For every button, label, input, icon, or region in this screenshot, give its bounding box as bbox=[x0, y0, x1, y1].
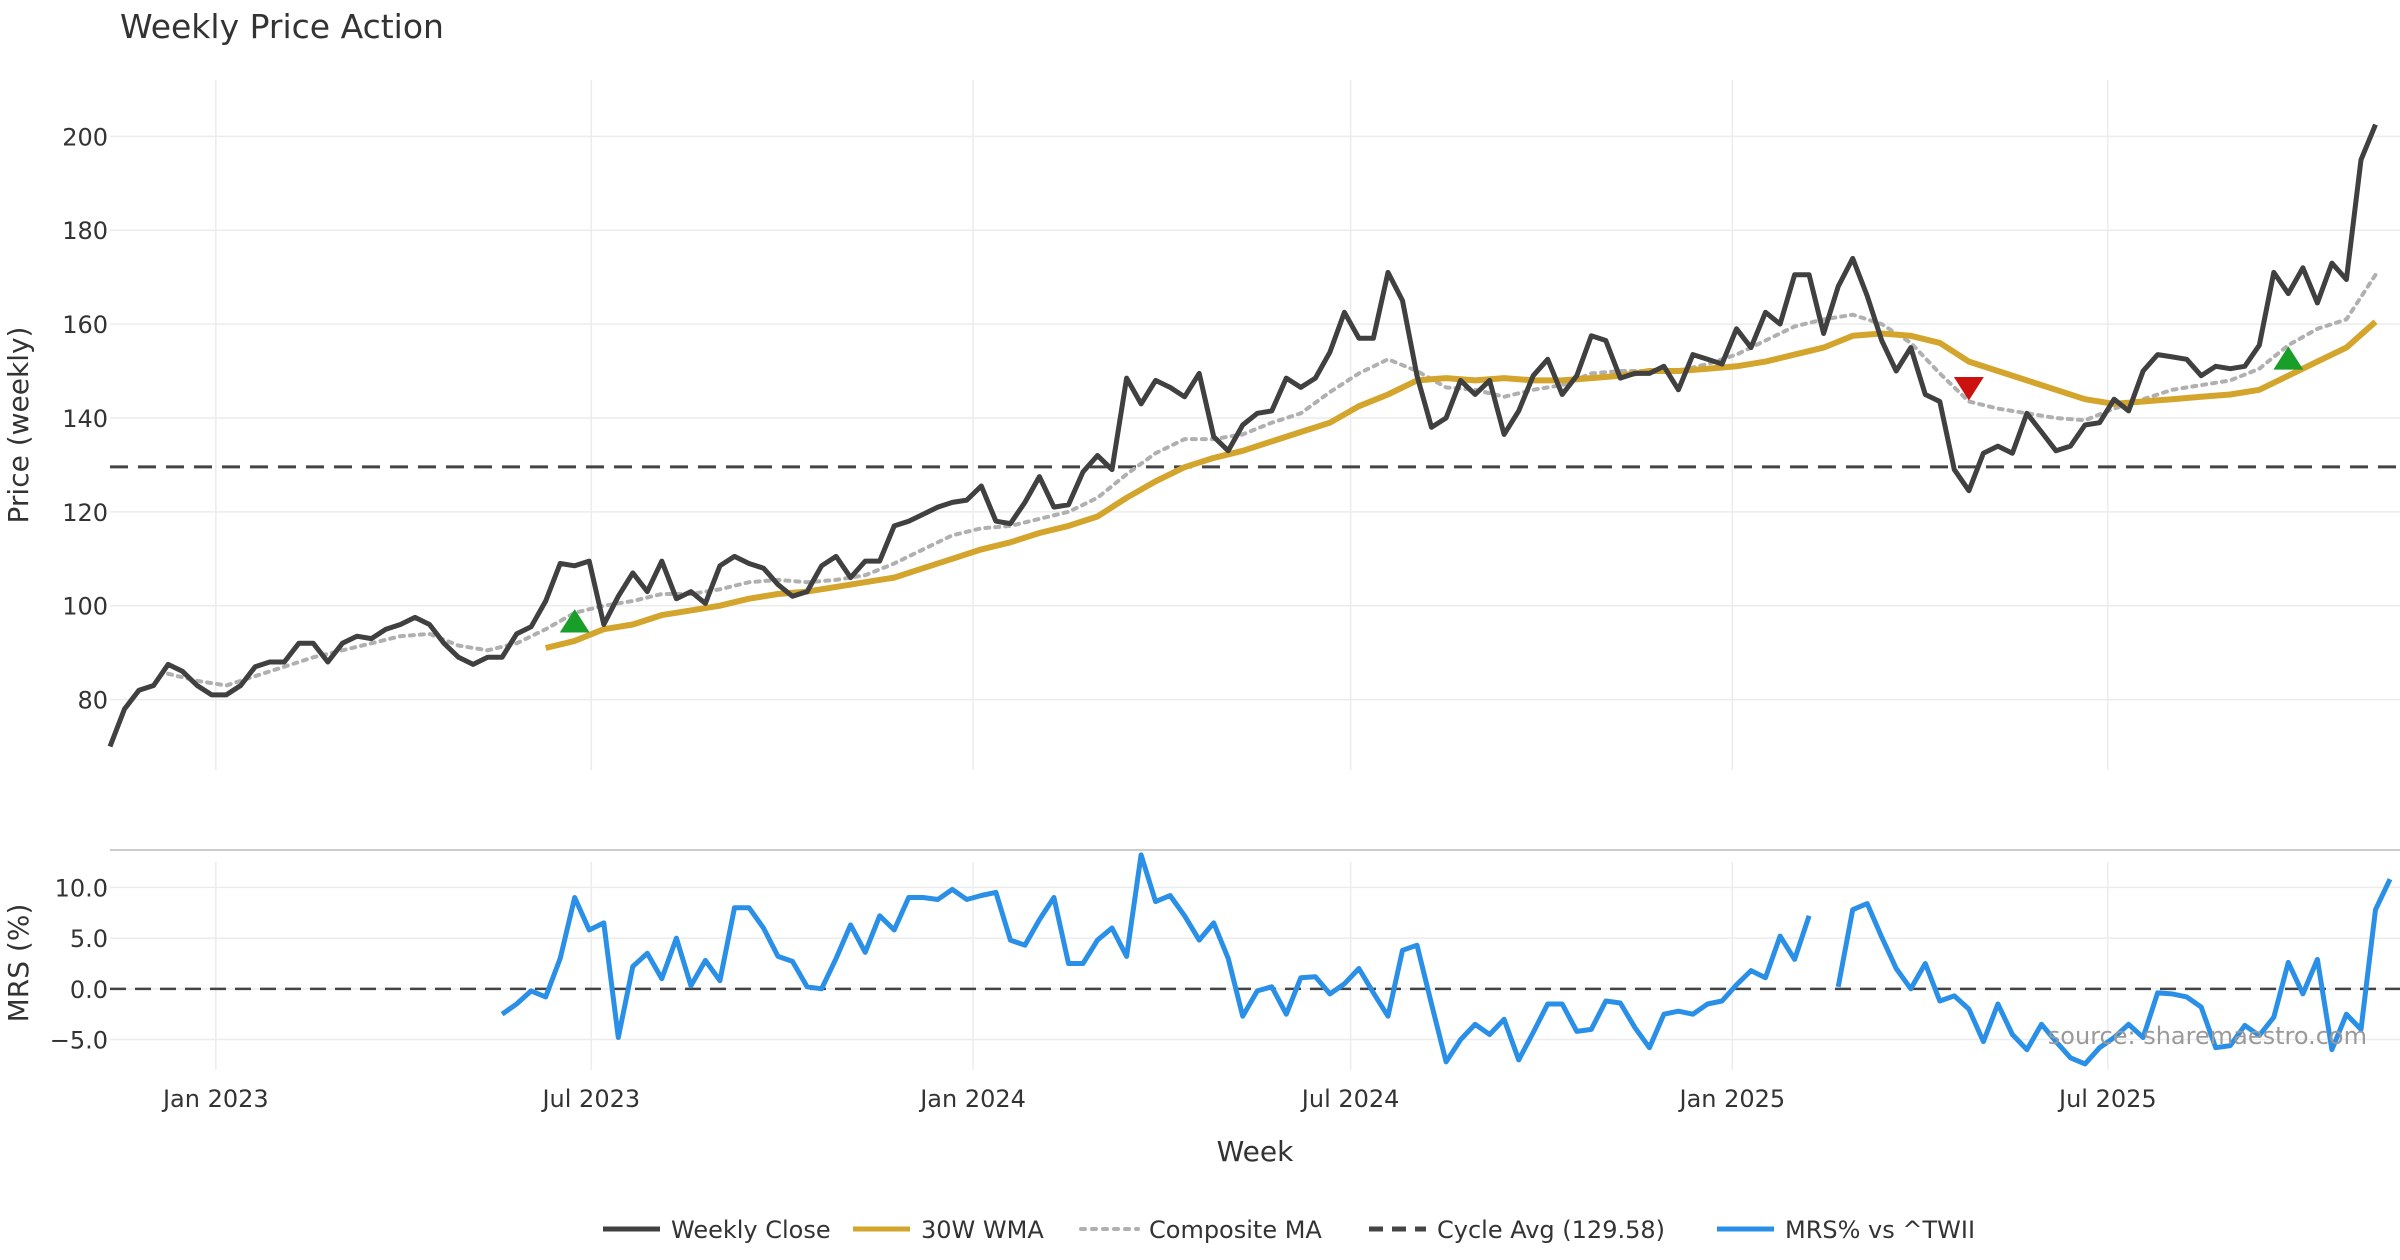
price-y-label: Price (weekly) bbox=[2, 327, 35, 524]
legend-label-cycle: Cycle Avg (129.58) bbox=[1437, 1216, 1665, 1244]
mrs-line-segment bbox=[500, 852, 1812, 1065]
price-y-ticks: 80 100 120 140 160 180 200 bbox=[62, 123, 108, 714]
price-y-tick-label: 100 bbox=[62, 593, 108, 621]
x-tick-label: Jul 2023 bbox=[540, 1085, 640, 1113]
signal-markers bbox=[559, 346, 2304, 633]
price-y-tick-label: 160 bbox=[62, 311, 108, 339]
mrs-lines bbox=[500, 852, 2393, 1067]
legend-label-mrs: MRS% vs ^TWII bbox=[1785, 1216, 1975, 1244]
mrs-y-ticks: 10.0 5.0 0.0 −5.0 bbox=[50, 874, 108, 1054]
x-tick-label: Jul 2024 bbox=[1300, 1085, 1400, 1113]
mrs-y-tick-label: 10.0 bbox=[55, 874, 108, 902]
legend-label-composite: Composite MA bbox=[1149, 1216, 1322, 1244]
mrs-panel: 10.0 5.0 0.0 −5.0 MRS (%) source: sharemaes… bbox=[2, 852, 2400, 1070]
x-tick-label: Jan 2023 bbox=[161, 1085, 269, 1113]
legend-label-weekly_close: Weekly Close bbox=[671, 1216, 831, 1244]
price-grid bbox=[110, 80, 2400, 770]
price-y-tick-label: 120 bbox=[62, 499, 108, 527]
legend: Weekly Close 30W WMA Composite MA Cycle Avg… bbox=[603, 1216, 1975, 1244]
price-y-tick-label: 140 bbox=[62, 405, 108, 433]
mrs-y-tick-label: 5.0 bbox=[70, 925, 108, 953]
price-panel: 80 100 120 140 160 180 200 Price (weekly) bbox=[2, 80, 2400, 770]
x-axis-ticks: Jan 2023 Jul 2023 Jan 2024 Jul 2024 Jan 2025… bbox=[161, 1085, 2157, 1113]
x-axis-label: Week bbox=[1217, 1135, 1294, 1168]
source-watermark: source: sharemaestro.com bbox=[2048, 1022, 2367, 1050]
sell-marker bbox=[1953, 377, 1984, 401]
buy-marker bbox=[2273, 346, 2304, 370]
x-tick-label: Jul 2025 bbox=[2057, 1085, 2157, 1113]
price-y-tick-label: 80 bbox=[77, 687, 108, 715]
chart-title: Weekly Price Action bbox=[120, 7, 444, 46]
x-tick-label: Jan 2025 bbox=[1677, 1085, 1785, 1113]
weekly-close-line bbox=[107, 123, 2378, 748]
legend-label-wma: 30W WMA bbox=[921, 1216, 1044, 1244]
x-tick-label: Jan 2024 bbox=[918, 1085, 1026, 1113]
mrs-line-segment bbox=[1835, 878, 2393, 1067]
price-y-tick-label: 180 bbox=[62, 217, 108, 245]
mrs-y-tick-label: −5.0 bbox=[50, 1027, 108, 1055]
price-y-tick-label: 200 bbox=[62, 123, 108, 151]
mrs-y-tick-label: 0.0 bbox=[70, 976, 108, 1004]
mrs-y-label: MRS (%) bbox=[2, 904, 35, 1023]
buy-marker bbox=[559, 609, 590, 633]
composite-ma-line bbox=[166, 272, 2378, 688]
